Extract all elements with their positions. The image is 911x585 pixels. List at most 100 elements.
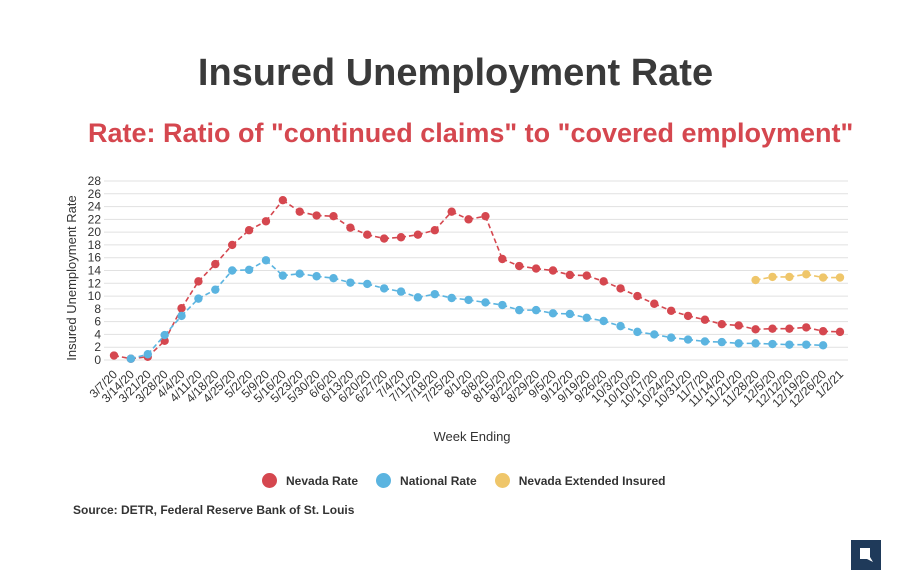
data-point — [515, 261, 524, 271]
data-point — [616, 321, 625, 331]
x-axis-label: Week Ending — [433, 429, 510, 444]
data-point — [548, 309, 558, 318]
data-point — [717, 337, 727, 347]
data-point — [785, 340, 794, 349]
y-tick-label: 4 — [94, 327, 101, 341]
data-point — [565, 270, 575, 280]
data-point — [700, 315, 710, 324]
data-point — [650, 330, 659, 339]
data-point — [346, 223, 355, 232]
data-point — [548, 266, 558, 275]
series-line-segment — [147, 334, 166, 355]
series-line-segment — [180, 280, 200, 309]
data-point — [531, 264, 541, 273]
series-0 — [109, 195, 845, 363]
data-point — [430, 226, 439, 235]
data-point — [650, 299, 659, 308]
x-axis-ticks: 3/7/203/14/203/21/203/28/204/4/204/11/20… — [87, 367, 847, 410]
data-point — [582, 313, 591, 323]
data-point — [582, 271, 591, 280]
nevada-state-logo-icon — [851, 540, 881, 570]
data-point — [126, 354, 136, 363]
y-axis-label: Insured Unemployment Rate — [64, 195, 79, 360]
data-point — [278, 271, 288, 280]
data-point — [244, 265, 254, 275]
y-tick-label: 22 — [88, 212, 102, 226]
data-point — [396, 287, 406, 296]
data-point — [802, 323, 811, 332]
data-point — [751, 325, 760, 334]
y-tick-label: 2 — [94, 340, 101, 354]
series-line-segment — [265, 199, 284, 222]
data-point — [531, 305, 541, 315]
series-line-segment — [163, 307, 183, 342]
data-point — [785, 324, 794, 333]
legend-item-nevada-extended: Nevada Extended Insured — [494, 473, 666, 488]
data-point — [768, 324, 777, 333]
data-point — [261, 256, 271, 265]
data-point — [194, 294, 203, 303]
series-line-segment — [214, 244, 233, 265]
data-point — [683, 335, 693, 344]
data-point — [363, 279, 372, 289]
chart-subtitle: Rate: Ratio of "continued claims" to "co… — [88, 118, 854, 148]
y-tick-label: 18 — [88, 238, 102, 252]
y-tick-label: 14 — [88, 264, 102, 278]
data-point — [802, 270, 811, 279]
chart-title: Insured Unemployment Rate — [197, 52, 714, 94]
legend-swatch — [262, 473, 277, 488]
data-point — [329, 273, 338, 283]
data-point — [430, 289, 439, 299]
data-point — [599, 316, 608, 326]
data-point — [261, 217, 271, 226]
data-point — [447, 207, 456, 216]
y-tick-label: 0 — [94, 353, 101, 367]
series-lines — [109, 195, 845, 363]
data-point — [379, 284, 389, 293]
y-tick-label: 6 — [94, 315, 101, 329]
data-point — [818, 341, 828, 350]
data-point — [312, 211, 321, 220]
data-point — [227, 266, 237, 275]
legend-swatch — [376, 473, 392, 488]
data-point — [666, 306, 676, 315]
data-point — [717, 320, 727, 329]
data-point — [818, 327, 828, 336]
data-point — [413, 293, 423, 302]
data-point — [498, 300, 507, 310]
data-point — [616, 284, 625, 293]
data-point — [700, 337, 710, 346]
data-point — [751, 275, 760, 285]
data-point — [599, 277, 608, 286]
data-point — [515, 305, 524, 315]
data-point — [464, 295, 473, 305]
data-point — [835, 327, 845, 337]
legend-swatch — [494, 473, 510, 488]
data-point — [413, 230, 423, 239]
data-point — [768, 272, 777, 282]
data-point — [481, 211, 490, 221]
legend-label: Nevada Rate — [286, 473, 359, 488]
data-point — [346, 278, 355, 287]
data-point — [751, 339, 760, 348]
legend-label: Nevada Extended Insured — [518, 473, 666, 488]
data-point — [447, 293, 456, 303]
series-line-segment — [164, 315, 183, 336]
data-point — [295, 207, 304, 216]
data-point — [143, 350, 152, 359]
data-point — [211, 285, 220, 294]
y-tick-label: 20 — [88, 225, 102, 239]
data-point — [177, 304, 186, 313]
data-point — [160, 330, 169, 340]
data-point — [768, 339, 777, 349]
data-point — [481, 298, 490, 307]
data-point — [227, 240, 237, 250]
data-point — [818, 273, 828, 282]
source-note: Source: DETR, Federal Reserve Bank of St… — [73, 503, 355, 517]
data-point — [633, 291, 642, 301]
data-point — [295, 269, 304, 278]
data-point — [244, 226, 254, 235]
data-point — [211, 259, 220, 269]
data-point — [379, 234, 389, 243]
